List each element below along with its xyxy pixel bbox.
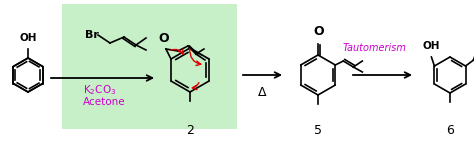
Text: O: O xyxy=(159,32,169,45)
Text: 2: 2 xyxy=(186,124,194,137)
Text: OH: OH xyxy=(19,33,37,43)
Text: 5: 5 xyxy=(314,124,322,137)
Text: O: O xyxy=(314,25,324,38)
Text: Acetone: Acetone xyxy=(83,97,126,107)
Text: 6: 6 xyxy=(446,124,454,137)
Text: K$_2$CO$_3$: K$_2$CO$_3$ xyxy=(83,83,117,97)
Text: Δ: Δ xyxy=(258,86,266,98)
Text: Tautomerism: Tautomerism xyxy=(343,43,407,53)
Bar xyxy=(62,4,237,129)
Text: Br: Br xyxy=(85,30,99,40)
Text: OH: OH xyxy=(423,41,440,51)
